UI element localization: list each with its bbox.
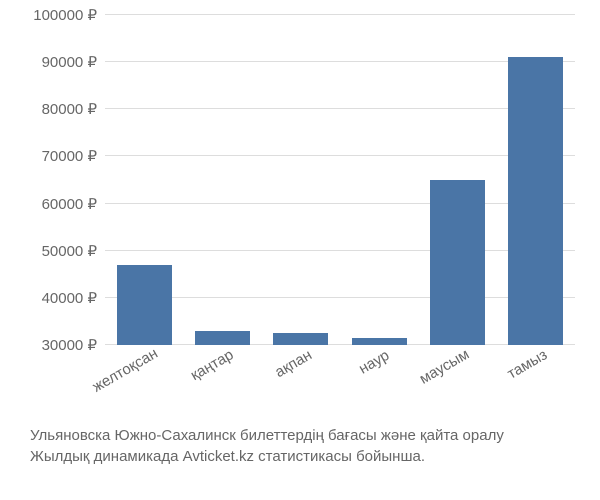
bar-slot: наур — [340, 15, 418, 345]
bars-container: желтоқсанқаңтарақпаннаурмаусымтамыз — [105, 15, 575, 345]
chart-container: 30000 ₽ 40000 ₽ 50000 ₽ 60000 ₽ 70000 ₽ 80000… — [0, 0, 600, 500]
x-tick-label: маусым — [417, 346, 473, 388]
caption-line: Ульяновска Южно-Сахалинск билеттердің ба… — [30, 425, 504, 446]
bar — [195, 331, 250, 345]
y-tick-label: 80000 ₽ — [42, 100, 105, 118]
y-tick-label: 40000 ₽ — [42, 289, 105, 307]
bar — [273, 333, 328, 345]
bar-slot: тамыз — [497, 15, 575, 345]
bar — [430, 180, 485, 345]
x-tick-label: наур — [356, 347, 392, 378]
y-tick-label: 70000 ₽ — [42, 147, 105, 165]
bar — [352, 338, 407, 345]
x-tick-label: ақпан — [272, 346, 315, 381]
bar — [117, 265, 172, 345]
y-tick-label: 30000 ₽ — [42, 336, 105, 354]
bar-slot: маусым — [418, 15, 496, 345]
bar-slot: ақпан — [262, 15, 340, 345]
plot-area: 30000 ₽40000 ₽50000 ₽60000 ₽70000 ₽80000… — [105, 15, 575, 345]
y-tick-label: 50000 ₽ — [42, 242, 105, 260]
y-tick-label: 100000 ₽ — [33, 6, 105, 24]
x-tick-label: қаңтар — [188, 346, 237, 384]
chart-caption: Ульяновска Южно-Сахалинск билеттердің ба… — [30, 425, 504, 467]
bar — [508, 57, 563, 345]
bar-slot: желтоқсан — [105, 15, 183, 345]
x-tick-label: тамыз — [504, 346, 550, 382]
y-tick-label: 60000 ₽ — [42, 195, 105, 213]
y-tick-label: 90000 ₽ — [42, 53, 105, 71]
caption-line: Жылдық динамикада Avticket.kz статистика… — [30, 446, 504, 467]
bar-slot: қаңтар — [183, 15, 261, 345]
